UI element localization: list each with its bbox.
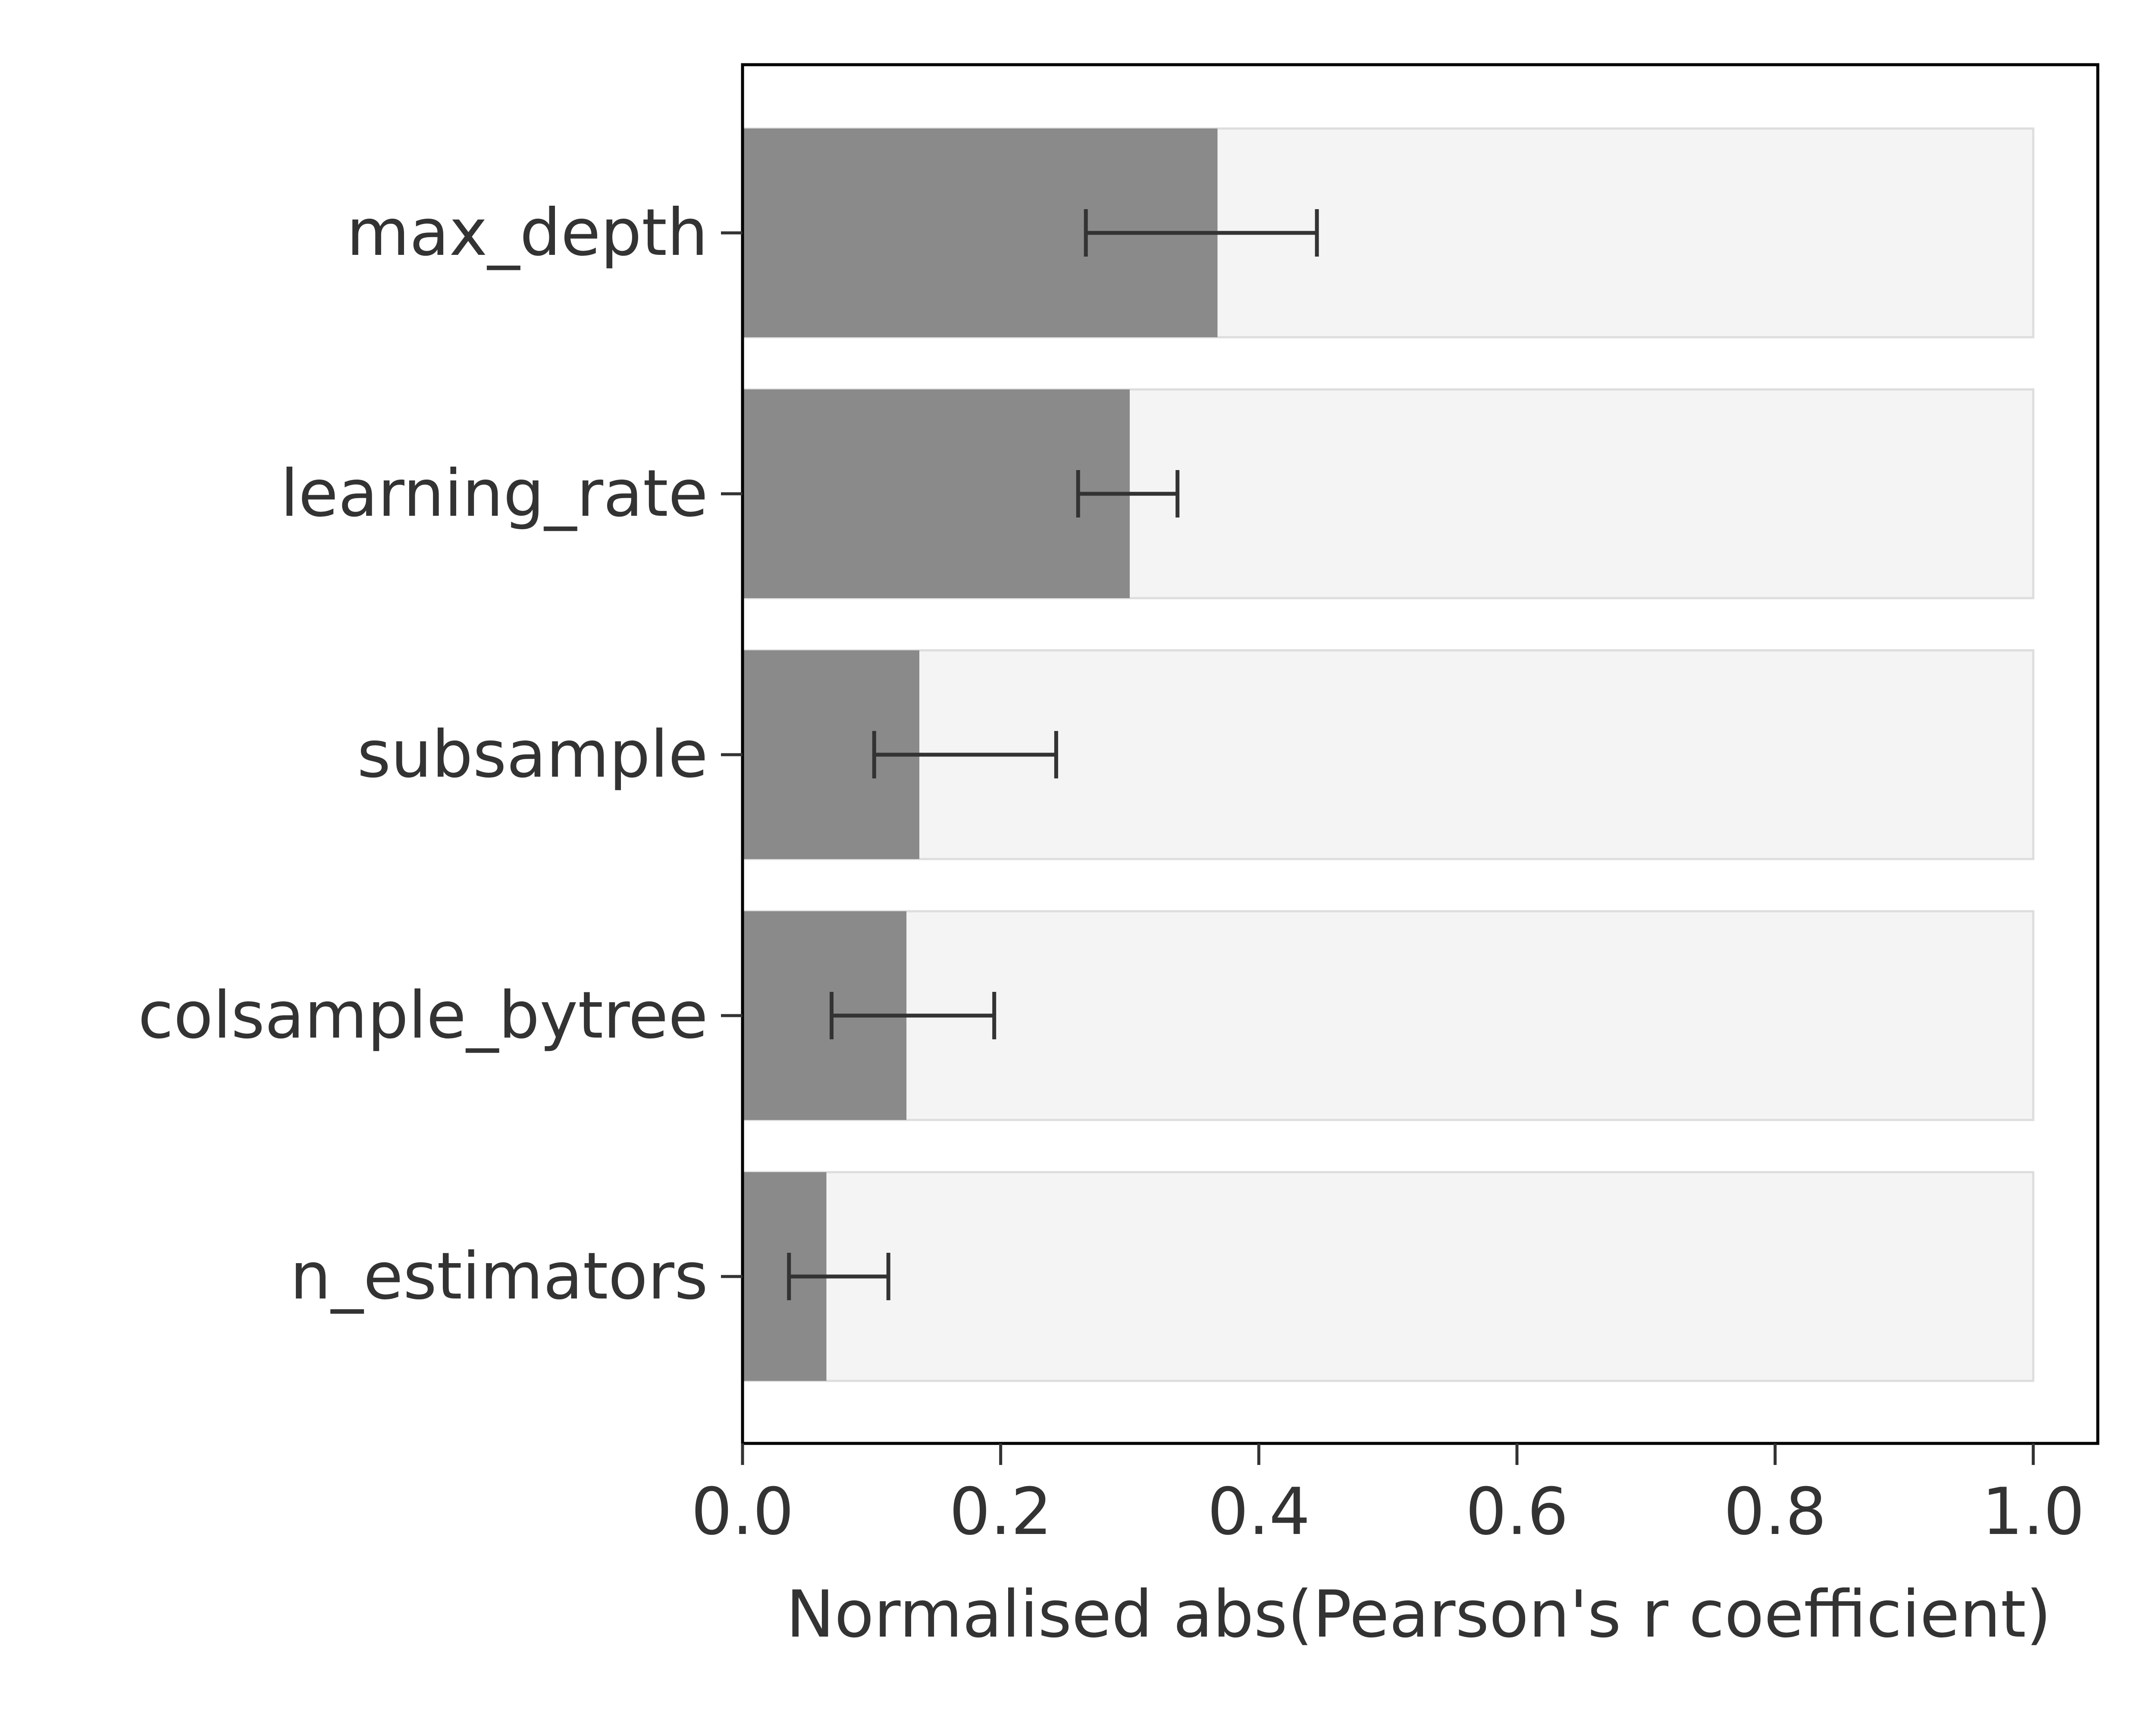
bar-learning_rate	[743, 389, 1130, 598]
x-tick-label: 0.0	[691, 1474, 794, 1549]
y-tick-label-max_depth: max_depth	[347, 195, 708, 270]
error-bar-max_depth	[1084, 209, 1319, 257]
x-tick-label: 1.0	[1982, 1474, 2085, 1549]
x-tick-label: 0.2	[949, 1474, 1052, 1549]
y-axis-ticks: max_depth learning_rate subsample colsample…	[138, 195, 743, 1314]
x-axis-label: Normalised abs(Pearson's r coefficient)	[786, 1577, 2051, 1652]
y-tick-label-colsample_bytree: colsample_bytree	[138, 978, 708, 1053]
y-tick-label-n_estimators: n_estimators	[290, 1239, 708, 1314]
x-tick-label: 0.8	[1724, 1474, 1827, 1549]
y-tick-label-learning_rate: learning_rate	[280, 456, 708, 531]
error-bars	[787, 209, 1319, 1300]
error-bar-colsample_bytree	[830, 992, 997, 1039]
error-bar-subsample	[872, 731, 1058, 778]
error-bar-learning_rate	[1076, 470, 1180, 518]
x-tick-label: 0.4	[1207, 1474, 1310, 1549]
background-bar-n_estimators	[741, 1171, 2034, 1382]
error-bar-n_estimators	[787, 1253, 890, 1300]
x-axis-ticks: 0.0 0.2 0.4 0.6 0.8 1.0	[691, 1443, 2085, 1549]
x-tick-label: 0.6	[1466, 1474, 1569, 1549]
y-tick-label-subsample: subsample	[357, 717, 708, 792]
